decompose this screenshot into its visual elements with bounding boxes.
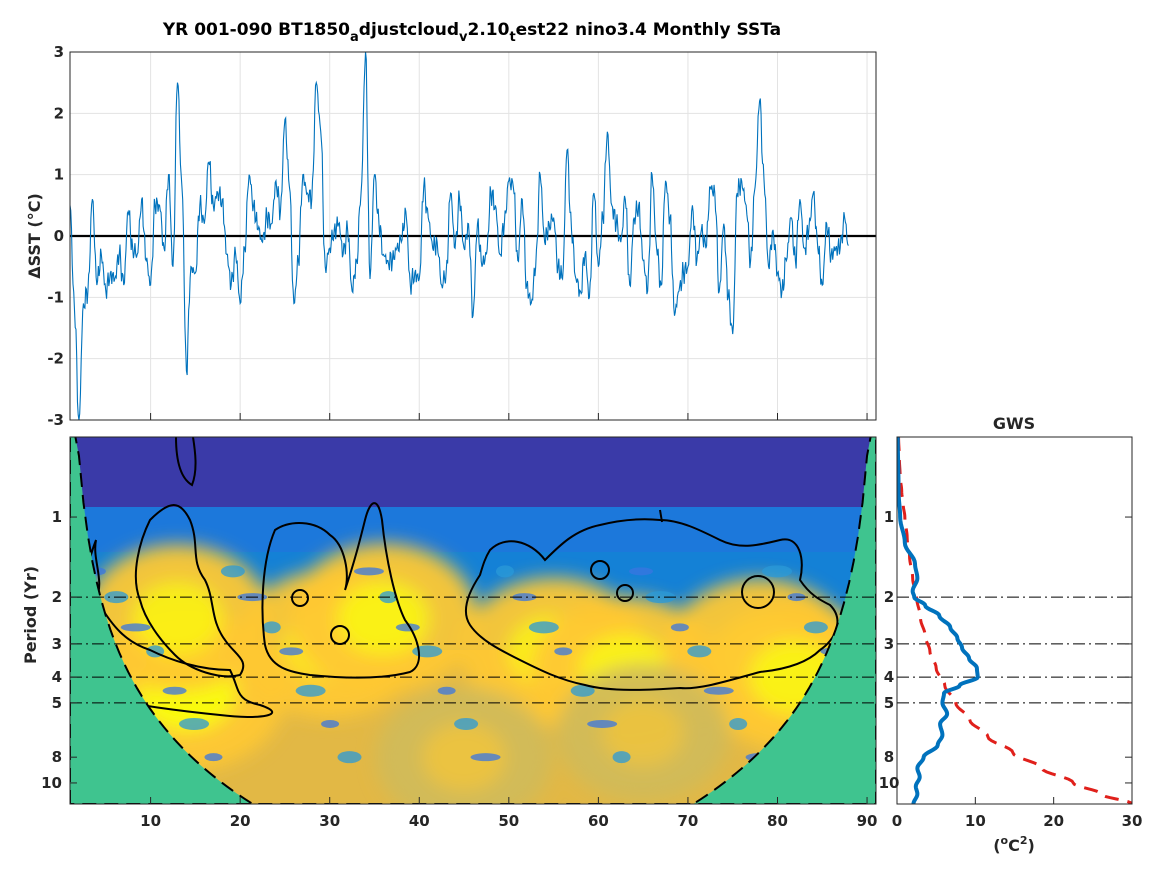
power-minimum bbox=[670, 623, 689, 632]
gws-title: GWS bbox=[993, 414, 1035, 433]
power-minimum bbox=[220, 565, 245, 578]
power-minimum bbox=[120, 623, 151, 632]
power-minimum bbox=[570, 684, 595, 697]
contour-top-b bbox=[659, 509, 663, 523]
tick-label-y: -1 bbox=[47, 288, 64, 306]
gws-tick-label-period: 1 bbox=[884, 508, 894, 526]
timeseries-panel: -3 -2 -1 0 1 2 3 ΔSST (°C) bbox=[25, 43, 877, 429]
power-minimum bbox=[687, 645, 712, 658]
tick-label-year: 60 bbox=[588, 812, 609, 830]
gws-panel: 1 2 3 4 5 8 10 0 10 20 30 GWS (oC2) bbox=[879, 414, 1143, 855]
power-minimum bbox=[279, 647, 304, 656]
power-minimum bbox=[587, 719, 618, 728]
power-minimum bbox=[470, 753, 501, 762]
power-core bbox=[602, 699, 685, 767]
tick-label-period: 1 bbox=[52, 508, 62, 526]
chart-title: YR 001-090 BT1850adjustcloudv2.10test22 … bbox=[162, 20, 781, 45]
power-minimum bbox=[395, 623, 420, 632]
gws-tick-label-period: 8 bbox=[884, 748, 894, 766]
wavelet-reference-lines bbox=[70, 596, 876, 704]
power-minimum bbox=[353, 567, 384, 576]
tick-label-year: 50 bbox=[498, 812, 519, 830]
power-minimum bbox=[412, 645, 443, 658]
power-minimum bbox=[629, 567, 654, 576]
wavelet-ylabel: Period (Yr) bbox=[21, 566, 40, 664]
power-minimum bbox=[612, 751, 631, 764]
tick-label-year: 80 bbox=[767, 812, 788, 830]
power-minimum bbox=[337, 751, 362, 764]
power-core bbox=[337, 581, 430, 656]
tick-label-period: 8 bbox=[52, 748, 62, 766]
tick-label-year: 20 bbox=[230, 812, 251, 830]
tick-label-year: 40 bbox=[409, 812, 430, 830]
gws-tick-label-period: 4 bbox=[884, 668, 894, 686]
gws-tick-label-power: 0 bbox=[892, 812, 902, 830]
power-minimum bbox=[437, 686, 456, 695]
power-minimum bbox=[295, 684, 326, 697]
tick-label-y: -3 bbox=[47, 411, 64, 429]
gws-tick-label-period: 10 bbox=[879, 774, 900, 792]
power-minimum bbox=[762, 565, 793, 578]
power-minimum bbox=[554, 647, 573, 656]
tick-label-y: 0 bbox=[54, 227, 64, 245]
wavelet-panel: 1 2 3 4 5 8 10 10 20 30 40 50 60 70 80 90 Period (Yr) bbox=[21, 436, 877, 830]
contour-ring-a bbox=[291, 589, 309, 607]
power-minimum bbox=[179, 717, 210, 730]
power-minimum bbox=[321, 719, 340, 728]
contour-ring-d bbox=[616, 584, 634, 602]
cone-of-influence-mask bbox=[70, 437, 876, 804]
gws-tick-label-period: 5 bbox=[884, 694, 894, 712]
power-minimum bbox=[262, 621, 281, 634]
tick-label-period: 3 bbox=[52, 635, 62, 653]
gws-ticks: 1 2 3 4 5 8 10 0 10 20 30 bbox=[879, 508, 1143, 830]
tick-label-year: 70 bbox=[677, 812, 698, 830]
gws-tick-label-power: 10 bbox=[965, 812, 986, 830]
wavelet-upper-band bbox=[70, 437, 876, 507]
tick-label-period: 5 bbox=[52, 694, 62, 712]
tick-label-year: 10 bbox=[140, 812, 161, 830]
contour-ring-c bbox=[590, 560, 610, 580]
tick-label-y: 1 bbox=[54, 166, 64, 184]
tick-label-y: 3 bbox=[54, 43, 64, 61]
contour-30yr bbox=[261, 502, 421, 679]
tick-label-y: 2 bbox=[54, 104, 64, 122]
contour-top-a bbox=[175, 437, 197, 487]
sst-anomaly-series bbox=[70, 52, 849, 420]
gws-tick-label-power: 30 bbox=[1122, 812, 1143, 830]
power-core bbox=[132, 581, 223, 655]
power-minimum bbox=[528, 621, 559, 634]
timeseries-ticks: -3 -2 -1 0 1 2 3 bbox=[47, 43, 868, 429]
tick-label-period: 2 bbox=[52, 588, 62, 606]
timeseries-ylabel: ΔSST (°C) bbox=[25, 193, 44, 279]
contour-early bbox=[134, 504, 245, 678]
power-minimum bbox=[454, 717, 479, 730]
power-minimum bbox=[803, 621, 828, 634]
power-minimum bbox=[645, 591, 676, 604]
gws-reference-lines bbox=[897, 596, 1132, 704]
power-minimum bbox=[729, 717, 748, 730]
gws-power-curve bbox=[897, 437, 980, 804]
tick-label-year: 90 bbox=[857, 812, 878, 830]
power-minimum bbox=[204, 753, 223, 762]
gws-xlabel: (oC2) bbox=[993, 834, 1035, 855]
tick-label-y: -2 bbox=[47, 350, 64, 368]
power-core bbox=[422, 723, 507, 792]
gws-tick-label-period: 3 bbox=[884, 635, 894, 653]
tick-label-period: 4 bbox=[52, 668, 62, 686]
contour-ring-e bbox=[741, 575, 775, 609]
power-minimum bbox=[495, 565, 514, 578]
gws-tick-label-period: 2 bbox=[884, 588, 894, 606]
tick-label-period: 10 bbox=[41, 774, 62, 792]
tick-label-year: 30 bbox=[319, 812, 340, 830]
wavelet-mid-band bbox=[70, 507, 876, 552]
power-minimum bbox=[512, 593, 537, 602]
power-minimum bbox=[703, 686, 734, 695]
power-minimum bbox=[162, 686, 187, 695]
gws-tick-label-power: 20 bbox=[1043, 812, 1064, 830]
wavelet-ticks: 1 2 3 4 5 8 10 10 20 30 40 50 60 70 80 90 bbox=[41, 508, 877, 830]
